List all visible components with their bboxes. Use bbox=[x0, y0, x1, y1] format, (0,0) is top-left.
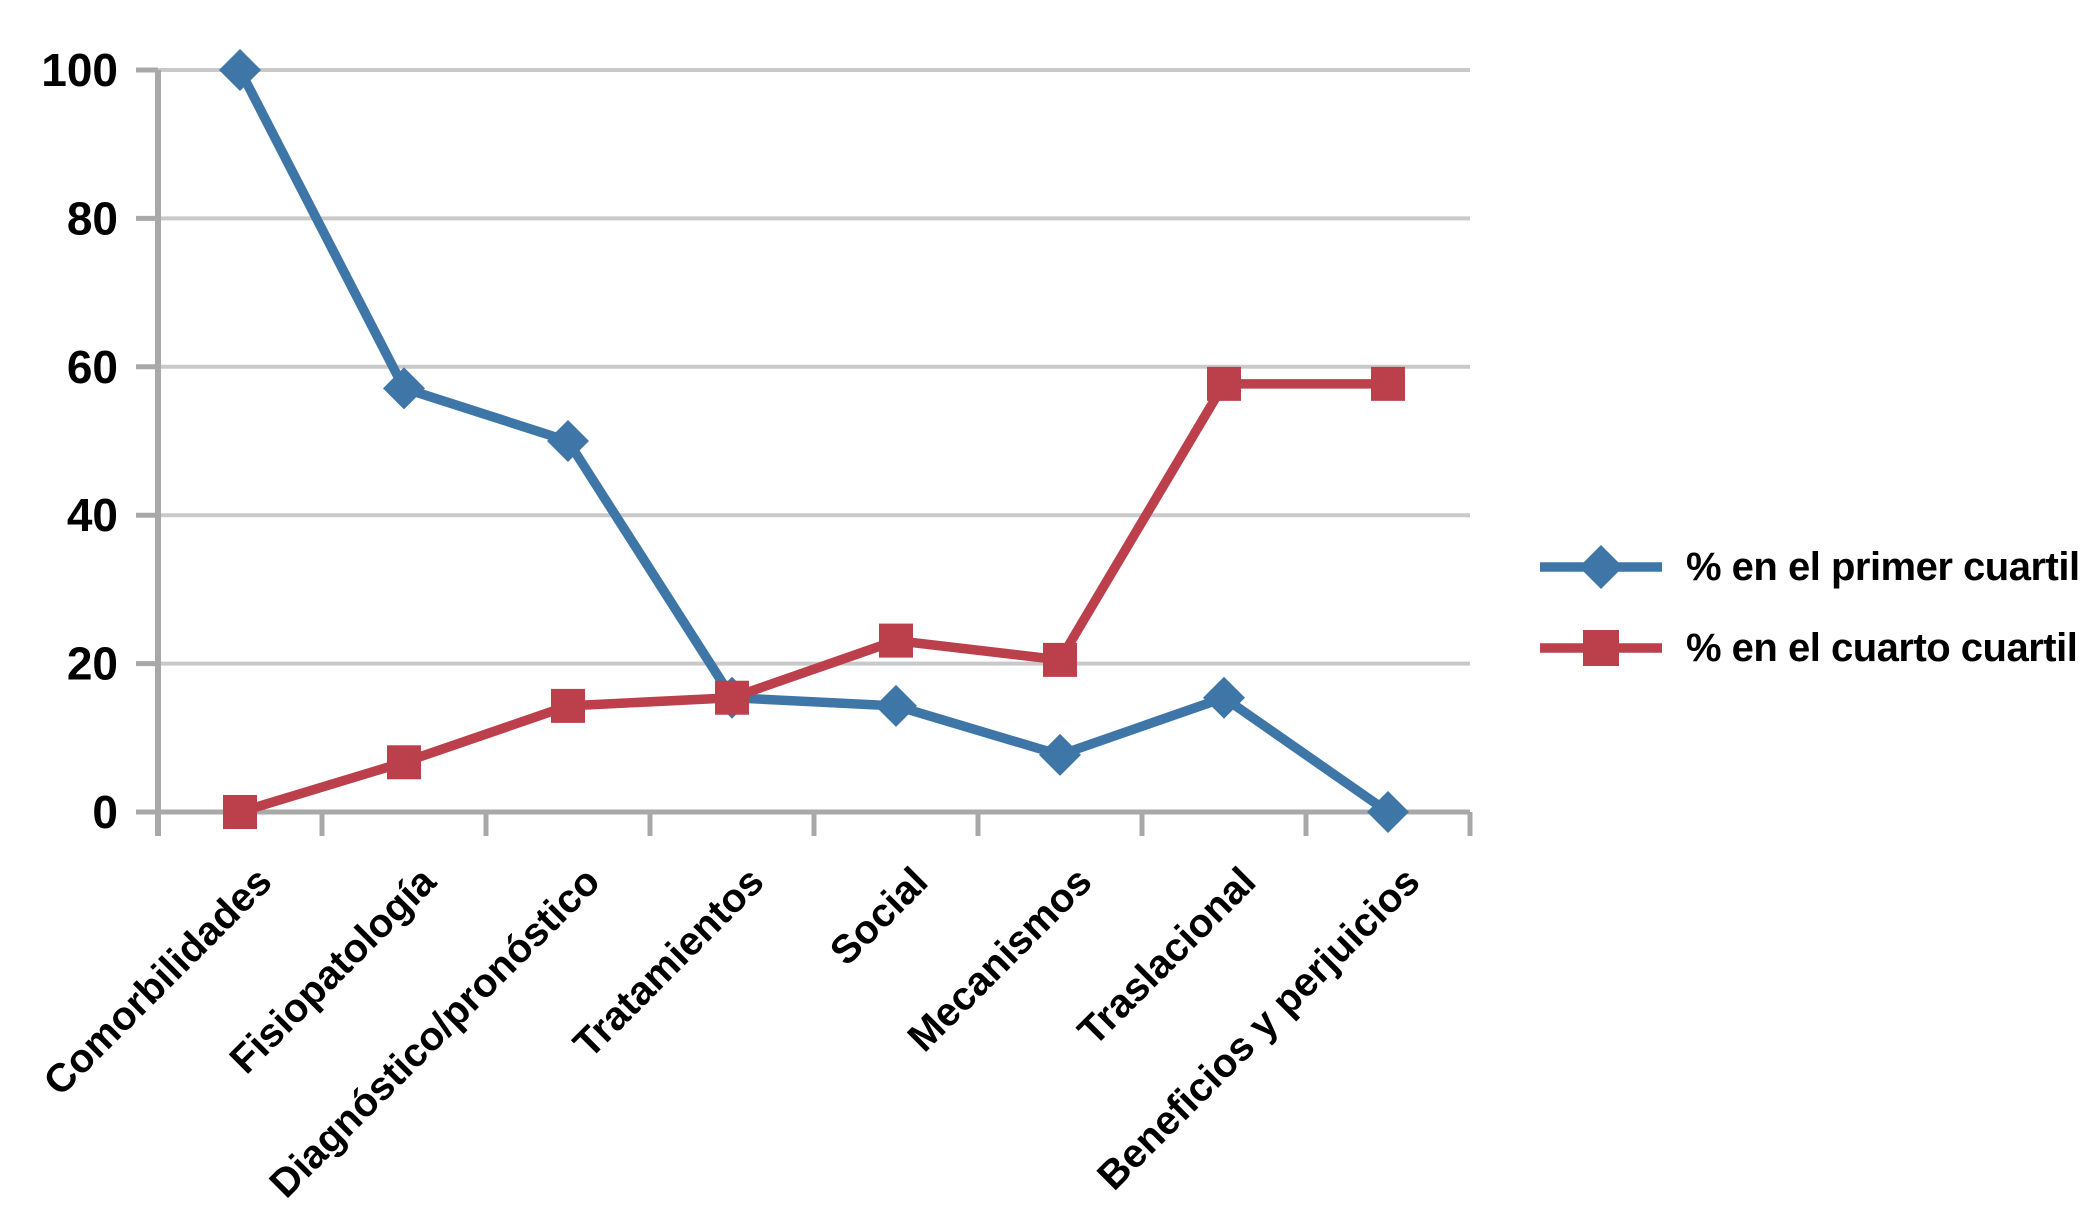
x-axis-label-social: Social bbox=[822, 859, 936, 973]
series-line-primer-cuartil bbox=[235, 67, 1391, 816]
legend-item-primer-cuartil: % en el primer cuartil bbox=[1540, 534, 2080, 600]
y-axis-label-20: 20 bbox=[67, 638, 118, 690]
marker-primer-7-diamond-icon bbox=[1367, 791, 1409, 833]
marker-cuarto-0-square-icon bbox=[223, 795, 257, 829]
marker-cuarto-7-square-icon bbox=[1371, 366, 1405, 401]
marker-primer-1-diamond-icon bbox=[383, 367, 425, 410]
marker-primer-4-diamond-icon bbox=[875, 684, 917, 727]
marker-cuarto-5-square-icon bbox=[1043, 642, 1077, 677]
legend-diamond-marker-icon bbox=[1540, 545, 1662, 589]
legend-diamond-glyph bbox=[1579, 545, 1623, 589]
marker-primer-0-diamond-icon bbox=[219, 49, 261, 91]
x-axis-label-diagn-stico-pron-stico: Diagnóstico/pronóstico bbox=[261, 859, 608, 1206]
marker-cuarto-1-square-icon bbox=[387, 745, 421, 780]
legend: % en el primer cuartil % en el cuarto cu… bbox=[1540, 534, 2080, 681]
y-axis-label-80: 80 bbox=[67, 192, 118, 244]
legend-square-glyph bbox=[1583, 630, 1619, 666]
y-axis-label-0: 0 bbox=[92, 786, 118, 838]
marker-cuarto-2-square-icon bbox=[551, 688, 585, 723]
marker-primer-5-diamond-icon bbox=[1039, 733, 1081, 776]
y-axis-label-100: 100 bbox=[41, 44, 118, 96]
legend-square-marker-icon bbox=[1540, 630, 1662, 666]
legend-item-cuarto-cuartil: % en el cuarto cuartil bbox=[1540, 615, 2080, 681]
marker-cuarto-3-square-icon bbox=[715, 680, 749, 715]
marker-cuarto-4-square-icon bbox=[879, 623, 913, 658]
legend-label-cuarto-cuartil: % en el cuarto cuartil bbox=[1686, 625, 2078, 670]
marker-primer-6-diamond-icon bbox=[1203, 676, 1245, 719]
y-axis-label-60: 60 bbox=[67, 341, 118, 393]
x-axis-label-beneficios-y-perjuicios: Beneficios y perjuicios bbox=[1089, 859, 1428, 1198]
marker-primer-2-diamond-icon bbox=[547, 420, 589, 462]
y-axis-label-40: 40 bbox=[67, 489, 118, 541]
legend-label-primer-cuartil: % en el primer cuartil bbox=[1686, 544, 2080, 589]
series-line-cuarto-cuartil bbox=[238, 379, 1388, 817]
marker-cuarto-6-square-icon bbox=[1207, 366, 1241, 401]
